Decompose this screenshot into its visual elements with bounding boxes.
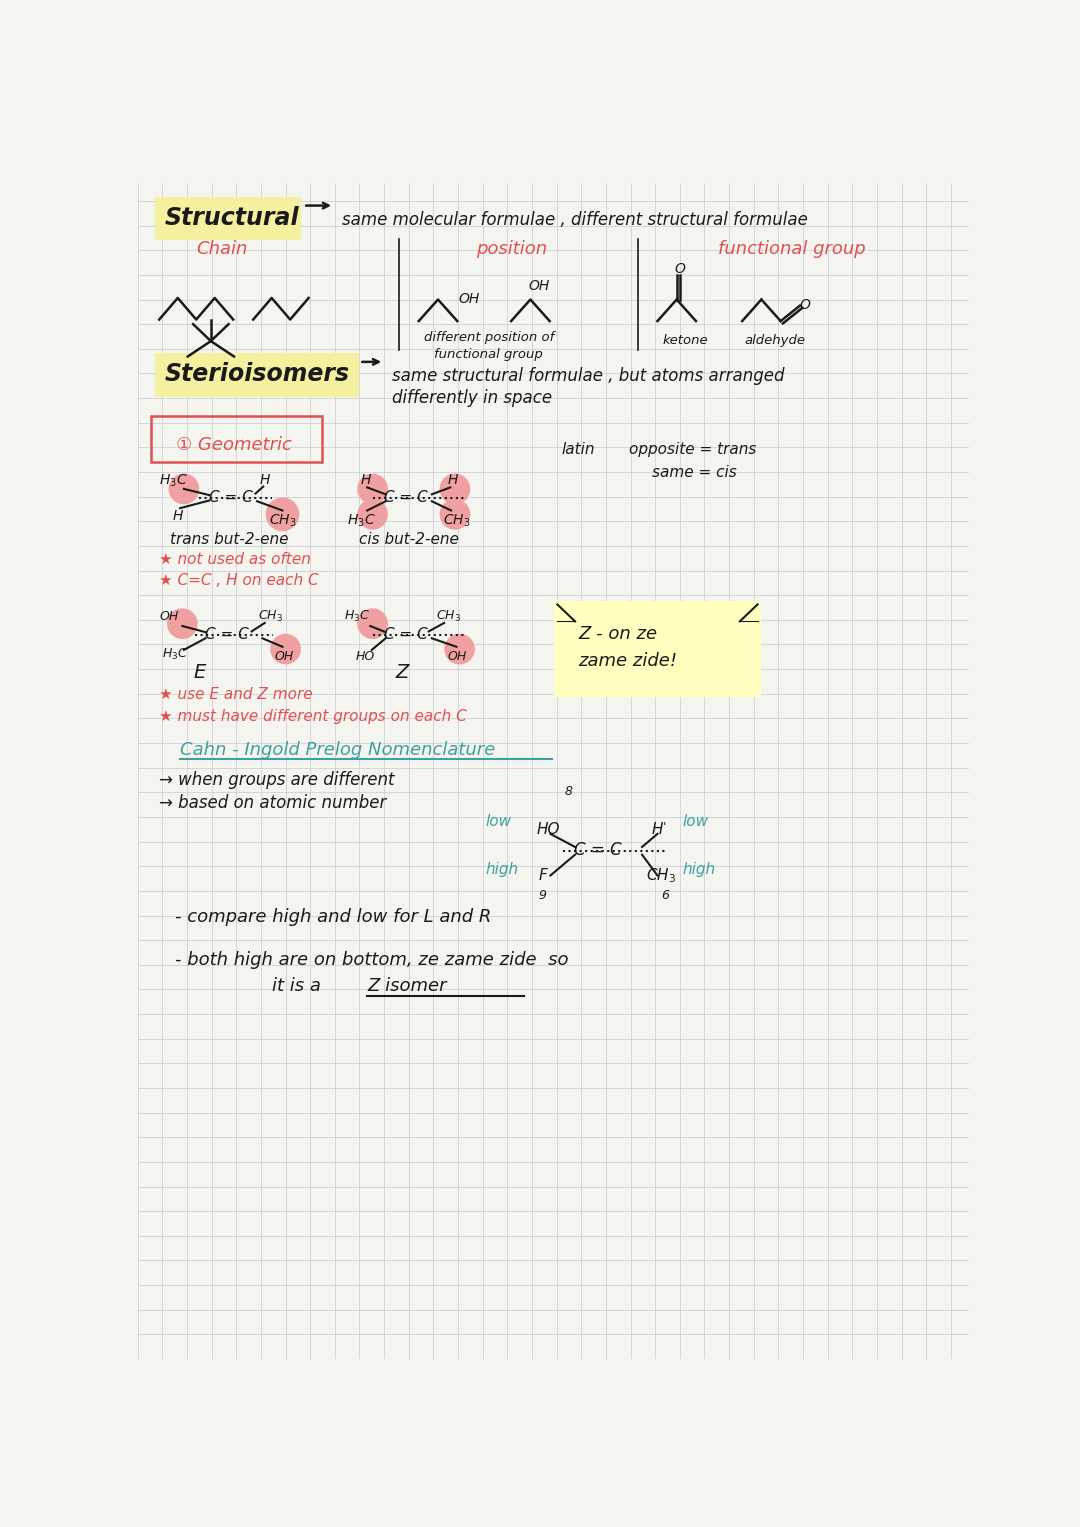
- Text: H: H: [173, 508, 183, 522]
- Text: $H_3C$: $H_3C$: [345, 609, 370, 625]
- Text: ketone: ketone: [663, 334, 708, 347]
- Text: H: H: [652, 822, 663, 837]
- Text: $H_3C$: $H_3C$: [162, 647, 188, 663]
- Text: ★ must have different groups on each C: ★ must have different groups on each C: [159, 710, 467, 724]
- Text: cis but-2-ene: cis but-2-ene: [360, 533, 459, 547]
- Text: german: german: [562, 618, 620, 634]
- Text: Z: Z: [395, 663, 409, 683]
- Circle shape: [441, 475, 470, 504]
- Circle shape: [357, 475, 387, 504]
- Text: C = C: C = C: [575, 841, 622, 858]
- Text: OH: OH: [447, 651, 467, 663]
- FancyBboxPatch shape: [156, 197, 301, 240]
- Text: $CH_3$: $CH_3$: [269, 513, 296, 528]
- Text: functional group: functional group: [434, 348, 543, 360]
- Text: - both high are on bottom, ze zame zide  so: - both high are on bottom, ze zame zide …: [175, 951, 568, 968]
- Text: Z isomer: Z isomer: [367, 977, 447, 996]
- Text: ★ not used as often: ★ not used as often: [159, 551, 311, 567]
- Text: same structural formulae , but atoms arranged: same structural formulae , but atoms arr…: [392, 366, 784, 385]
- Text: different position of: different position of: [424, 331, 554, 344]
- Text: H: H: [259, 473, 270, 487]
- Text: opposite = E: opposite = E: [650, 618, 747, 634]
- Text: OH: OH: [274, 651, 294, 663]
- Text: ': ': [663, 822, 666, 834]
- Text: $H_3C$: $H_3C$: [347, 513, 376, 528]
- Text: OH: OH: [159, 609, 178, 623]
- Text: H: H: [448, 473, 458, 487]
- Text: F: F: [538, 867, 546, 883]
- Text: $H_3C$: $H_3C$: [159, 472, 188, 489]
- Text: ① Geometric: ① Geometric: [176, 435, 292, 454]
- Circle shape: [167, 609, 197, 638]
- Text: HO: HO: [537, 822, 561, 837]
- Text: it is a: it is a: [272, 977, 322, 996]
- Circle shape: [445, 634, 474, 664]
- Text: functional group: functional group: [718, 240, 866, 258]
- Text: high: high: [486, 861, 518, 876]
- Circle shape: [271, 634, 300, 664]
- Text: same = cis: same = cis: [652, 466, 737, 481]
- Text: E: E: [193, 663, 205, 683]
- Text: ★ use E and Z more: ★ use E and Z more: [159, 687, 313, 702]
- Text: $CH_3$: $CH_3$: [646, 866, 676, 884]
- Text: 9: 9: [538, 889, 546, 902]
- Text: C = C: C = C: [210, 490, 253, 505]
- Text: zame zide!: zame zide!: [578, 652, 677, 670]
- Text: 8: 8: [565, 785, 573, 799]
- Text: O: O: [674, 263, 686, 276]
- Text: same molecular formulae , different structural formulae: same molecular formulae , different stru…: [341, 211, 808, 229]
- Text: Cahn - Ingold Prelog Nomenclature: Cahn - Ingold Prelog Nomenclature: [180, 741, 496, 759]
- Text: C = C: C = C: [205, 628, 249, 641]
- Text: low: low: [486, 814, 512, 829]
- Text: → based on atomic number: → based on atomic number: [159, 794, 387, 812]
- Text: C = C: C = C: [384, 490, 428, 505]
- Circle shape: [357, 499, 387, 528]
- Text: C = C: C = C: [384, 628, 428, 641]
- Text: ★ C=C , H on each C: ★ C=C , H on each C: [159, 573, 319, 588]
- Text: opposite = trans: opposite = trans: [629, 441, 756, 457]
- Text: 6: 6: [661, 889, 670, 902]
- Circle shape: [441, 499, 470, 528]
- Text: O: O: [800, 298, 811, 312]
- Text: same = Z: same = Z: [671, 643, 745, 658]
- Text: $CH_3$: $CH_3$: [436, 609, 461, 625]
- Text: - compare high and low for L and R: - compare high and low for L and R: [175, 907, 491, 925]
- Circle shape: [170, 475, 199, 504]
- Text: Structural: Structural: [164, 206, 299, 231]
- Text: low: low: [683, 814, 708, 829]
- Text: trans but-2-ene: trans but-2-ene: [170, 533, 288, 547]
- Text: OH: OH: [529, 279, 550, 293]
- Text: Sterioisomers: Sterioisomers: [164, 362, 350, 386]
- Text: $CH_3$: $CH_3$: [258, 609, 283, 625]
- Text: high: high: [683, 861, 716, 876]
- Text: OH: OH: [458, 292, 480, 305]
- Text: H: H: [361, 473, 372, 487]
- FancyBboxPatch shape: [156, 353, 359, 397]
- Text: Chain: Chain: [197, 240, 248, 258]
- Text: aldehyde: aldehyde: [744, 334, 806, 347]
- Circle shape: [357, 609, 387, 638]
- Text: differently in space: differently in space: [392, 389, 552, 406]
- Text: $CH_3$: $CH_3$: [443, 513, 470, 528]
- Circle shape: [267, 498, 299, 530]
- Text: → when groups are different: → when groups are different: [159, 771, 395, 789]
- Text: Z - on ze: Z - on ze: [578, 625, 658, 643]
- FancyBboxPatch shape: [554, 600, 761, 696]
- Text: position: position: [475, 240, 546, 258]
- Text: latin: latin: [562, 441, 595, 457]
- Text: HO: HO: [355, 651, 375, 663]
